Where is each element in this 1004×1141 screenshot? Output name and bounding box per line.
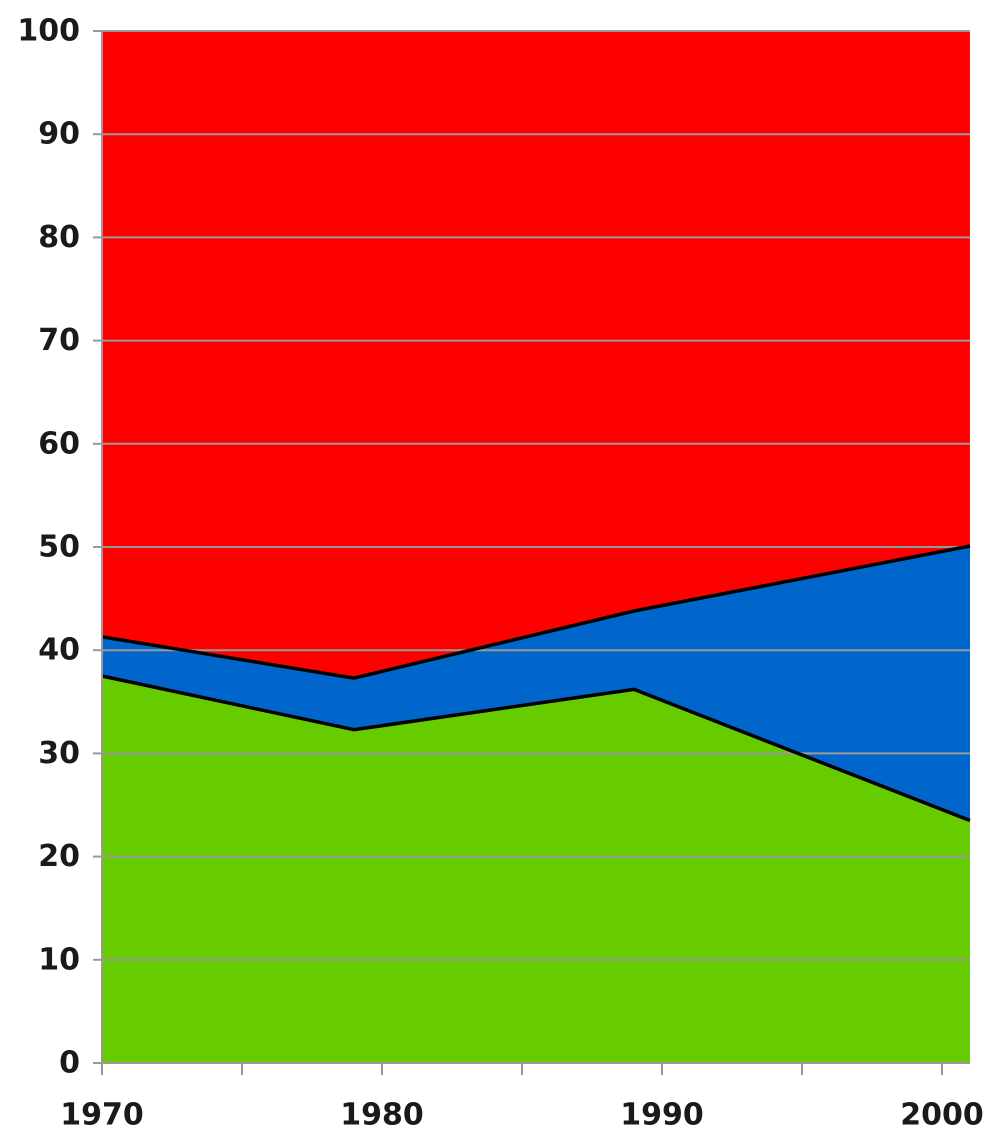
y-tick-label: 20 bbox=[38, 839, 80, 874]
y-tick-label: 10 bbox=[38, 942, 80, 977]
area-series-2 bbox=[102, 546, 970, 821]
y-tick-label: 70 bbox=[38, 323, 80, 358]
y-tick-label: 40 bbox=[38, 633, 80, 668]
x-tick-label: 2000 bbox=[900, 1098, 984, 1133]
boundary-line-series-1 bbox=[101, 674, 971, 823]
area-series-3 bbox=[102, 31, 970, 679]
boundary-lines-layer bbox=[101, 544, 971, 823]
gridlines-layer bbox=[102, 30, 970, 961]
x-tick-label: 1980 bbox=[340, 1098, 424, 1133]
boundary-line-series-2 bbox=[101, 544, 971, 680]
y-tick-label: 30 bbox=[38, 736, 80, 771]
y-tick-label: 100 bbox=[17, 14, 80, 49]
areas-layer bbox=[102, 31, 970, 1063]
y-tick-label: 60 bbox=[38, 426, 80, 461]
y-tick-label: 80 bbox=[38, 220, 80, 255]
area-series-1 bbox=[102, 676, 970, 1063]
x-tick-label: 1990 bbox=[620, 1098, 704, 1133]
y-tick-label: 0 bbox=[59, 1046, 80, 1081]
axes-layer bbox=[93, 30, 970, 1075]
y-tick-label: 90 bbox=[38, 117, 80, 152]
y-tick-label: 50 bbox=[38, 530, 80, 565]
x-tick-label: 1970 bbox=[60, 1098, 144, 1133]
tick-labels-layer: 0 10 20 30 40 50 60 70 80 90 100 1970 1980 1990 2000 bbox=[17, 14, 983, 1133]
